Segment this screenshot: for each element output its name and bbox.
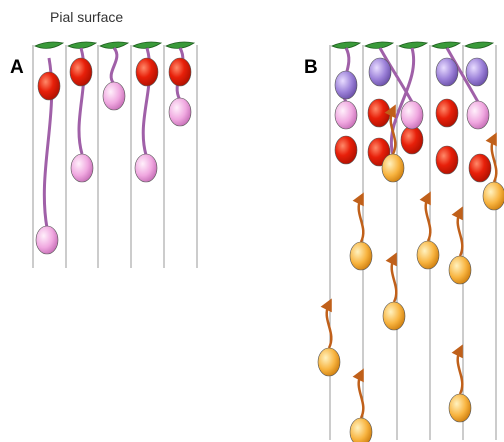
neuron-process xyxy=(378,47,414,103)
pial-surface-label: Pial surface xyxy=(50,9,123,25)
endfoot xyxy=(132,41,163,49)
cell xyxy=(448,255,472,285)
cell xyxy=(448,393,472,423)
cell xyxy=(468,153,492,183)
endfoot xyxy=(398,41,429,49)
cell xyxy=(70,153,94,183)
panel-label: B xyxy=(304,57,318,78)
panel-label: A xyxy=(10,57,24,78)
endfoot xyxy=(364,41,395,49)
neuron-process xyxy=(445,47,480,103)
neuron-process xyxy=(389,47,416,156)
cell xyxy=(435,98,459,128)
cell xyxy=(168,57,192,87)
cell xyxy=(416,240,440,270)
migration-arrow xyxy=(419,191,432,242)
cell xyxy=(349,241,373,271)
migration-arrow xyxy=(320,298,333,349)
cell xyxy=(435,145,459,175)
migration-arrow xyxy=(352,192,365,243)
illustration xyxy=(32,41,504,442)
neuron-process xyxy=(109,47,119,85)
cell xyxy=(37,71,61,101)
cell xyxy=(135,57,159,87)
cell xyxy=(334,70,358,100)
migration-arrow xyxy=(385,252,398,303)
migration-arrow xyxy=(485,132,498,183)
cell xyxy=(102,81,126,111)
endfoot xyxy=(331,41,362,49)
cell xyxy=(400,125,424,155)
cell xyxy=(334,135,358,165)
cell xyxy=(466,100,490,130)
cell xyxy=(381,153,405,183)
migration-arrow xyxy=(384,104,397,155)
endfoot xyxy=(431,41,462,49)
cell xyxy=(367,98,391,128)
endfoot xyxy=(99,41,130,49)
cell xyxy=(317,347,341,377)
cell xyxy=(349,417,373,442)
endfoot xyxy=(67,41,98,49)
cell xyxy=(69,57,93,87)
cell xyxy=(168,97,192,127)
endfoot xyxy=(165,41,196,49)
cell xyxy=(435,57,459,87)
migration-arrow xyxy=(352,368,365,419)
endfoot xyxy=(464,41,495,49)
migration-arrow xyxy=(451,206,464,257)
cell xyxy=(35,225,59,255)
cell xyxy=(334,100,358,130)
cell xyxy=(465,57,489,87)
migration-arrow xyxy=(451,344,464,395)
cell xyxy=(368,57,392,87)
cell xyxy=(400,100,424,130)
cell xyxy=(134,153,158,183)
endfoot xyxy=(34,41,65,49)
cell xyxy=(382,301,406,331)
cell xyxy=(482,181,504,211)
